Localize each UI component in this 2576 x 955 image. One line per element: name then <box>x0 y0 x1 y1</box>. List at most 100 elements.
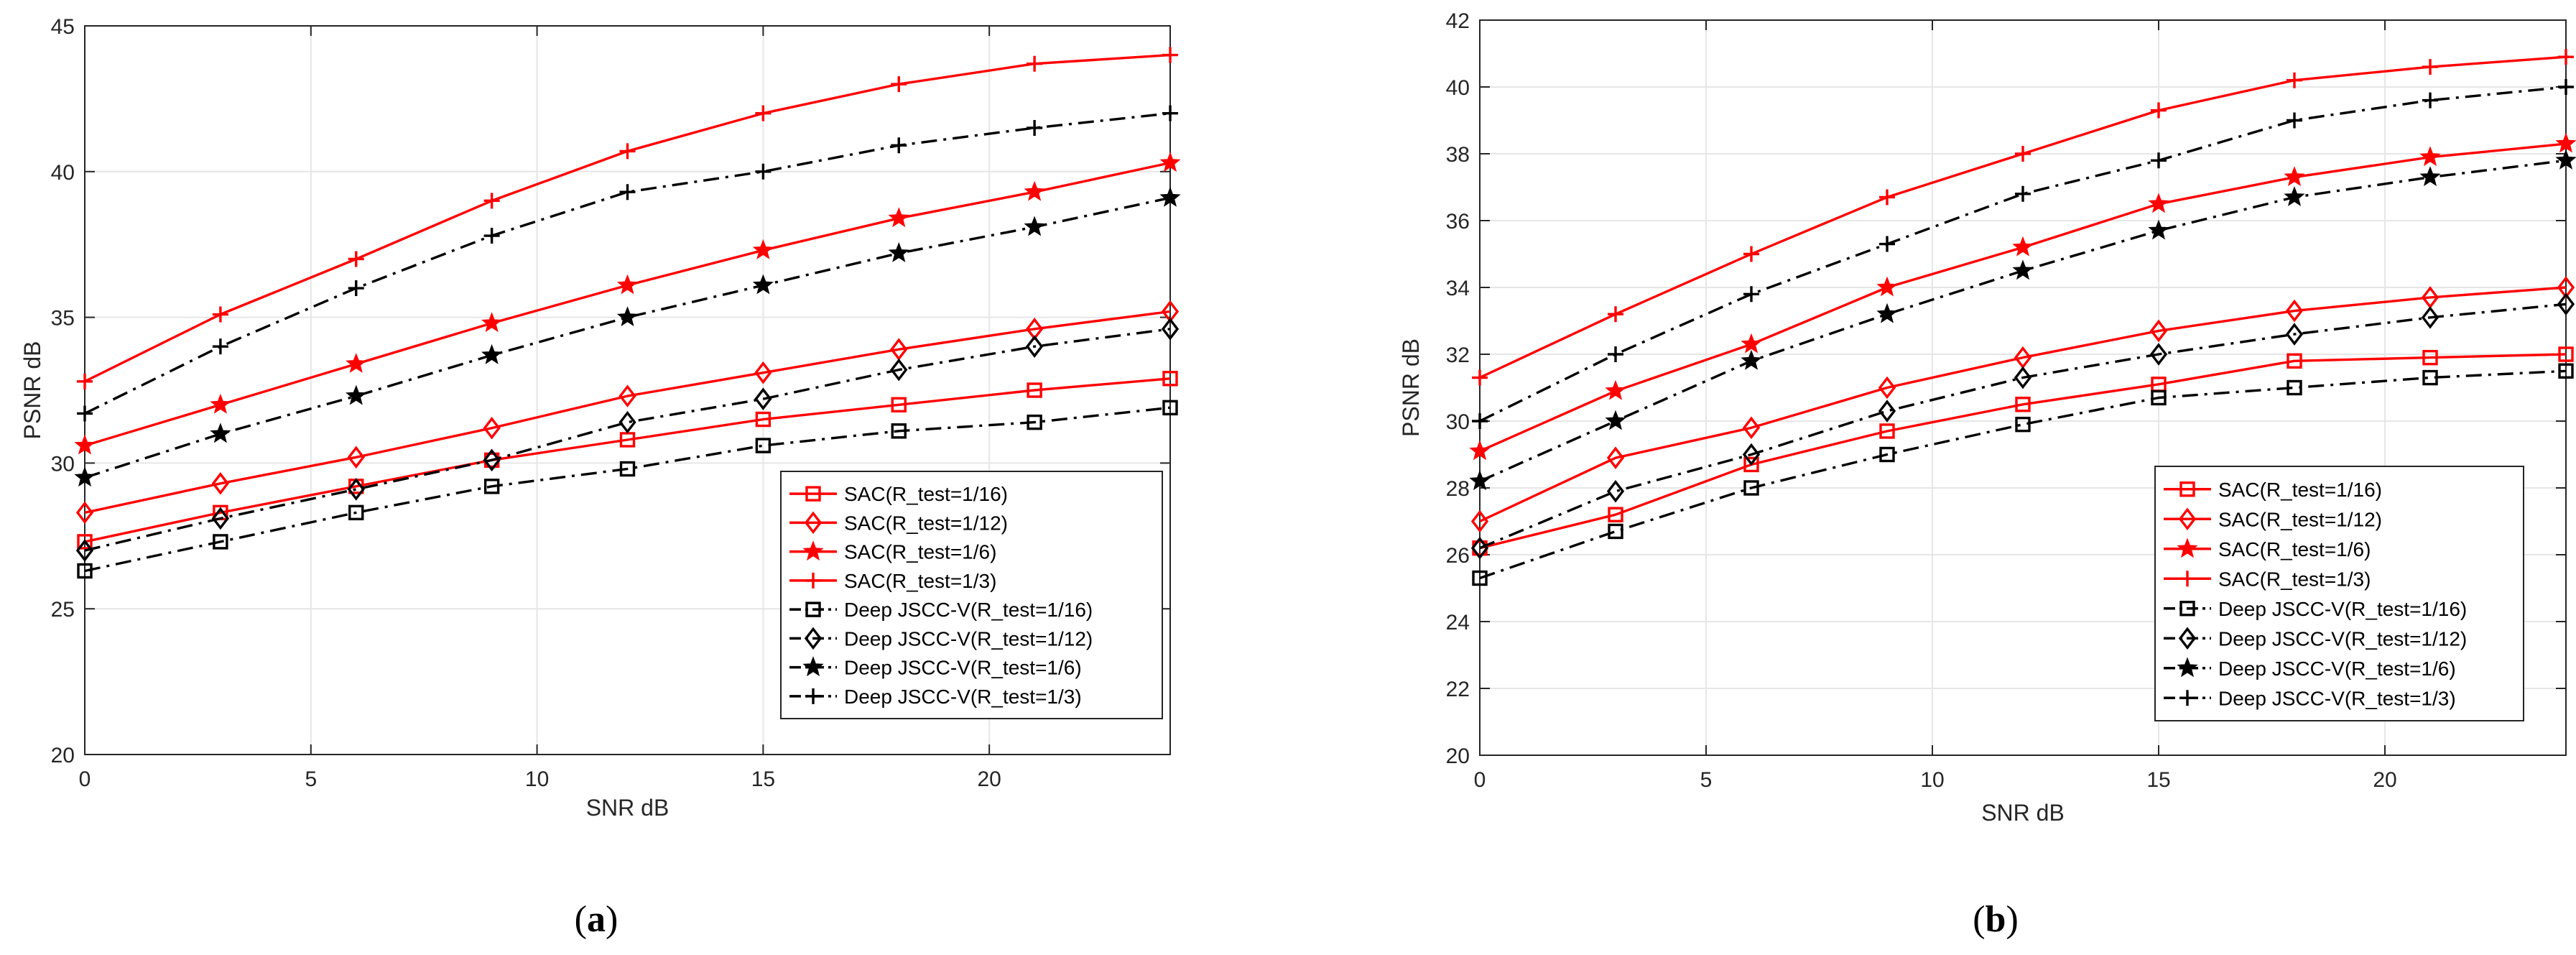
legend-entry: SAC(R_test=1/16) <box>2164 479 2382 501</box>
legend-label: SAC(R_test=1/3) <box>2218 568 2371 590</box>
series-deep-jscc-v-r-test-1-6 <box>74 186 1181 487</box>
series-line <box>84 310 1171 515</box>
legend-marker <box>802 656 824 677</box>
data-point <box>2419 146 2441 167</box>
data-point <box>483 193 500 209</box>
legend-marker <box>2179 601 2195 617</box>
data-point <box>2284 166 2305 187</box>
data-point <box>616 306 639 327</box>
y-tick-label: 38 <box>1446 143 1470 167</box>
data-point <box>1743 246 1759 262</box>
legend-entry: SAC(R_test=1/12) <box>789 511 1008 534</box>
y-axis-label: PSNR dB <box>1398 338 1424 437</box>
series-line <box>84 328 1171 552</box>
data-point <box>755 438 772 453</box>
legend-marker <box>804 627 823 650</box>
series-deep-jscc-v-r-test-1-12 <box>1470 292 2575 560</box>
data-point <box>2422 59 2438 75</box>
data-point <box>346 353 367 373</box>
y-tick-label: 24 <box>1446 611 1470 635</box>
subfigure-caption: (a) <box>575 899 618 940</box>
y-tick-label: 35 <box>51 307 75 331</box>
data-point <box>1024 216 1045 236</box>
y-tick-label: 22 <box>1446 678 1470 701</box>
data-point <box>619 184 636 200</box>
data-point <box>74 466 96 487</box>
data-point <box>2287 112 2302 129</box>
series-deep-jscc-v-r-test-1-3 <box>1472 79 2574 429</box>
legend-entry: Deep JSCC-V(R_test=1/12) <box>789 627 1093 650</box>
data-point <box>2421 306 2440 329</box>
data-point <box>891 397 907 412</box>
subfigure-caption: (b) <box>1973 899 2019 940</box>
data-point <box>1472 369 1488 386</box>
data-point <box>210 423 231 443</box>
data-point <box>483 228 500 244</box>
series-line <box>1479 353 2567 550</box>
data-point <box>1027 382 1042 398</box>
data-point <box>891 423 907 439</box>
legend-label: SAC(R_test=1/16) <box>2218 479 2382 501</box>
legend-marker <box>805 486 821 502</box>
series-sac-r-test-1-3 <box>1472 49 2574 386</box>
data-point <box>1469 470 1491 491</box>
data-point <box>2015 397 2031 412</box>
data-point <box>1605 410 1626 430</box>
x-tick-label: 0 <box>79 767 91 791</box>
y-tick-label: 45 <box>51 15 75 39</box>
data-point <box>2285 299 2304 323</box>
data-point <box>755 411 772 428</box>
x-tick-label: 0 <box>1474 768 1486 792</box>
legend: SAC(R_test=1/16) SAC(R_test=1/12) SAC(R_te… <box>2154 466 2524 721</box>
legend-entry: Deep JSCC-V(R_test=1/12) <box>2164 627 2467 650</box>
data-point <box>2558 363 2574 379</box>
x-tick-label: 5 <box>1700 768 1713 792</box>
y-tick-label: 26 <box>1446 544 1470 568</box>
data-point <box>2148 193 2169 213</box>
data-point <box>616 274 639 295</box>
data-point <box>2422 92 2438 109</box>
legend-entry: SAC(R_test=1/6) <box>2164 538 2371 560</box>
data-point <box>754 387 772 410</box>
data-point <box>210 393 231 414</box>
data-point <box>1743 286 1759 303</box>
data-point <box>77 373 93 389</box>
data-point <box>2012 236 2034 257</box>
legend-label: Deep JSCC-V(R_test=1/3) <box>844 686 1082 708</box>
chart-a: 0 5 10 15 20 20 25 30 35 40 45 SNR dB PSNR dB SAC(R_t… <box>19 15 1181 940</box>
series-sac-r-test-1-3 <box>77 47 1178 389</box>
x-axis-label: SNR dB <box>1981 800 2065 826</box>
x-tick-label: 5 <box>305 767 317 791</box>
data-point <box>2287 379 2302 396</box>
data-point <box>2419 166 2441 187</box>
data-point <box>1606 479 1625 503</box>
data-point <box>1878 400 1896 423</box>
data-point <box>347 446 365 469</box>
data-point <box>1741 333 1762 354</box>
data-point <box>211 507 230 530</box>
data-point <box>2558 79 2574 95</box>
series-line <box>1479 369 2567 580</box>
data-point <box>2558 346 2574 362</box>
data-point <box>2558 49 2574 65</box>
series-sac-r-test-1-16 <box>1472 346 2574 556</box>
data-point <box>888 242 909 262</box>
series-line <box>1479 286 2567 523</box>
legend-label: Deep JSCC-V(R_test=1/12) <box>844 627 1093 650</box>
data-point <box>618 384 636 407</box>
data-point <box>755 163 772 180</box>
data-point <box>1879 446 1895 463</box>
series-sac-r-test-1-6 <box>74 152 1181 455</box>
data-point <box>2557 292 2575 316</box>
data-point <box>348 251 364 267</box>
x-tick-label: 10 <box>525 767 549 791</box>
data-point <box>890 358 908 382</box>
axes-frame <box>84 25 1171 755</box>
legend-label: SAC(R_test=1/12) <box>2218 508 2382 530</box>
legend-entry: SAC(R_test=1/6) <box>789 540 996 563</box>
data-point <box>1879 423 1895 439</box>
series-line <box>84 112 1171 415</box>
data-point <box>752 274 774 295</box>
series-line <box>84 377 1171 543</box>
